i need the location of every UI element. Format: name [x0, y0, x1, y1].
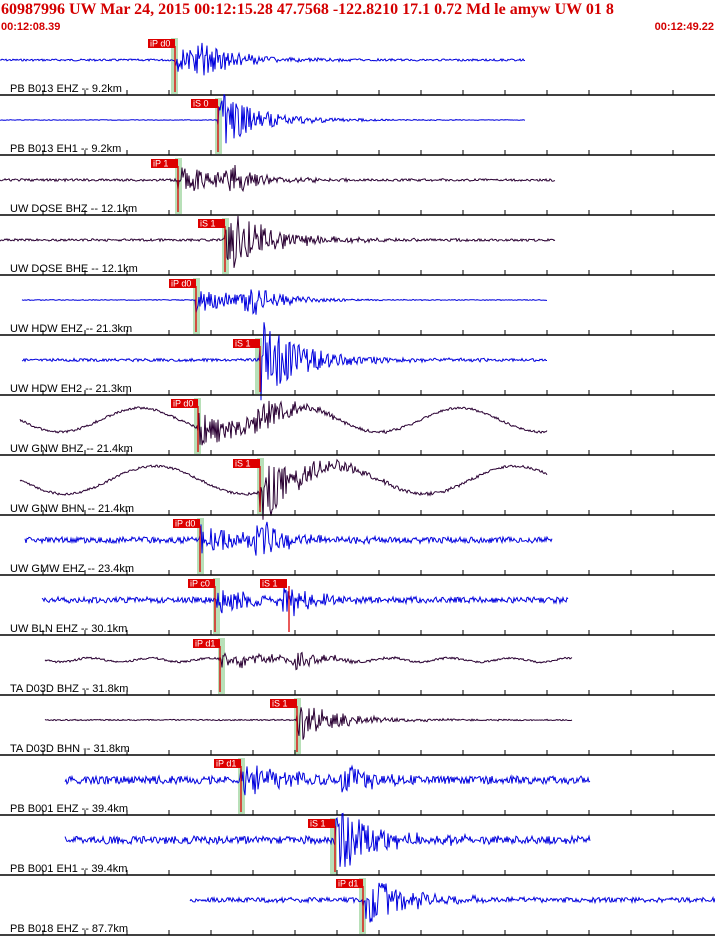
pick-label: iP d1	[338, 879, 358, 889]
pick-label: iS 1	[310, 819, 326, 829]
pick-label: iP d0	[173, 399, 193, 409]
seismogram-panel[interactable]: iP d0 PB B013 EHZ -- 9.2km iS 0 PB B013 EH1…	[0, 36, 715, 938]
waveform-trace	[19, 400, 548, 446]
trace-panel[interactable]: iP d1 PB B001 EHZ -- 39.4km	[0, 758, 715, 816]
trace-panel[interactable]: iS 1 UW HDW EH2 -- 21.3km	[0, 322, 715, 401]
waveform-trace	[0, 42, 526, 76]
waveform-trace	[0, 164, 556, 193]
pick-flag	[308, 819, 335, 828]
pick-flag	[233, 459, 260, 468]
pick-label: iS 1	[235, 459, 251, 469]
station-label: TA D03D BHZ -- 31.8km	[10, 683, 128, 695]
waveform-trace	[44, 651, 573, 671]
pick-flag	[188, 579, 215, 588]
theoretical-arrival-band	[255, 338, 262, 394]
pick-label: iP d0	[171, 279, 191, 289]
pick-label: iS 1	[200, 219, 216, 229]
end-time: 00:12:49.22	[654, 21, 714, 33]
pick-flag	[173, 519, 200, 528]
pick-flag	[171, 399, 198, 408]
station-label: UW BLN EHZ -- 30.1km	[10, 623, 127, 635]
pick-label: iP c0	[190, 579, 210, 589]
event-header: 60987996 UW Mar 24, 2015 00:12:15.28 47.…	[0, 0, 715, 36]
trace-panel[interactable]: iS 1 PB B001 EH1 -- 39.4km	[0, 812, 715, 876]
theoretical-arrival-band	[330, 818, 337, 874]
trace-panel[interactable]: iP d1 PB B018 EHZ -- 87.7km	[0, 878, 715, 936]
event-title: 60987996 UW Mar 24, 2015 00:12:15.28 47.…	[1, 1, 614, 18]
trace-panel[interactable]: iP c0 iS 1 UW BLN EHZ -- 30.1km	[0, 578, 715, 636]
station-label: TA D03D BHN -- 31.8km	[10, 743, 130, 755]
station-label: PB B013 EHZ -- 9.2km	[10, 83, 122, 95]
pick-label: iP d1	[216, 759, 236, 769]
start-time: 00:12:08.39	[1, 21, 61, 33]
waveform-trace	[44, 707, 573, 740]
trace-panel[interactable]: iP 1 UW DOSE BHZ -- 12.1km	[0, 158, 715, 216]
trace-panel[interactable]: iS 1 UW DOSE BHE -- 12.1km	[0, 215, 715, 276]
trace-panel[interactable]: iP d0 UW GNW BHZ -- 21.4km	[0, 398, 715, 456]
pick-flag	[151, 159, 178, 168]
station-label: UW HDW EHZ -- 21.3km	[10, 323, 132, 335]
trace-panel[interactable]: iP d0 UW GMW EHZ -- 23.4km	[0, 518, 715, 576]
trace-panel[interactable]: iP d0 UW HDW EHZ -- 21.3km	[0, 278, 715, 336]
pick-flag	[193, 639, 220, 648]
pick-flag	[214, 759, 241, 768]
pick-flag	[270, 699, 297, 708]
waveform-trace	[41, 587, 569, 617]
pick-flag	[148, 39, 175, 48]
waveform-trace	[0, 215, 556, 268]
waveform-trace	[19, 458, 548, 520]
station-label: UW GMW EHZ -- 23.4km	[10, 563, 134, 575]
pick-label: iS 1	[272, 699, 288, 709]
pick-label: iP d1	[195, 639, 215, 649]
pick-label: iS 1	[262, 579, 278, 589]
pick-flag	[336, 879, 363, 888]
pick-label: iP d0	[175, 519, 195, 529]
waveform-trace	[64, 812, 591, 867]
waveform-trace	[21, 289, 547, 315]
station-label: PB B018 EHZ -- 87.7km	[10, 923, 128, 935]
waveform-trace	[24, 521, 553, 556]
station-label: UW GNW BHN -- 21.4km	[10, 503, 134, 515]
pick-label: iP 1	[153, 159, 168, 169]
waveform-trace	[189, 882, 715, 923]
station-label: PB B001 EHZ -- 39.4km	[10, 803, 128, 815]
trace-panel[interactable]: iS 1 TA D03D BHN -- 31.8km	[0, 698, 715, 756]
station-label: UW HDW EH2 -- 21.3km	[10, 383, 132, 395]
waveform-trace	[21, 322, 547, 401]
pick-label: iS 0	[193, 99, 209, 109]
pick-label: iP d0	[150, 39, 170, 49]
trace-panel[interactable]: iP d1 TA D03D BHZ -- 31.8km	[0, 638, 715, 696]
pick-label: iS 1	[235, 339, 251, 349]
station-label: UW DOSE BHZ -- 12.1km	[10, 203, 137, 215]
station-label: UW DOSE BHE -- 12.1km	[10, 263, 138, 275]
pick-flag	[260, 579, 287, 588]
trace-panel[interactable]: iS 0 PB B013 EH1 -- 9.2km	[0, 94, 715, 156]
pick-flag	[198, 219, 225, 228]
pick-flag	[191, 99, 218, 108]
pick-flag	[169, 279, 196, 288]
station-label: PB B013 EH1 -- 9.2km	[10, 143, 121, 155]
station-label: PB B001 EH1 -- 39.4km	[10, 863, 127, 875]
waveform-trace	[0, 94, 526, 144]
waveform-trace	[64, 764, 591, 796]
station-label: UW GNW BHZ -- 21.4km	[10, 443, 133, 455]
pick-flag	[233, 339, 260, 348]
trace-panel[interactable]: iS 1 UW GNW BHN -- 21.4km	[0, 458, 715, 520]
trace-panel[interactable]: iP d0 PB B013 EHZ -- 9.2km	[0, 38, 715, 96]
